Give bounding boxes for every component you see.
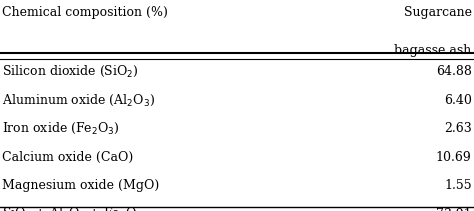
Text: 6.40: 6.40: [444, 94, 472, 107]
Text: Silicon dioxide (SiO$_2$): Silicon dioxide (SiO$_2$): [2, 64, 139, 79]
Text: 2.63: 2.63: [444, 122, 472, 135]
Text: Calcium oxide (CaO): Calcium oxide (CaO): [2, 151, 134, 164]
Text: 1.55: 1.55: [444, 179, 472, 192]
Text: Iron oxide (Fe$_2$O$_3$): Iron oxide (Fe$_2$O$_3$): [2, 121, 120, 136]
Text: 10.69: 10.69: [436, 151, 472, 164]
Text: 64.88: 64.88: [436, 65, 472, 78]
Text: Sugarcane: Sugarcane: [404, 6, 472, 19]
Text: bagasse ash: bagasse ash: [394, 44, 472, 57]
Text: 73.91: 73.91: [436, 208, 472, 211]
Text: Aluminum oxide (Al$_2$O$_3$): Aluminum oxide (Al$_2$O$_3$): [2, 93, 155, 108]
Text: Magnesium oxide (MgO): Magnesium oxide (MgO): [2, 179, 160, 192]
Text: Chemical composition (%): Chemical composition (%): [2, 6, 168, 19]
Text: SiO$_2$ + Al$_2$O$_3$ + Fe$_2$O$_3$: SiO$_2$ + Al$_2$O$_3$ + Fe$_2$O$_3$: [2, 206, 143, 211]
